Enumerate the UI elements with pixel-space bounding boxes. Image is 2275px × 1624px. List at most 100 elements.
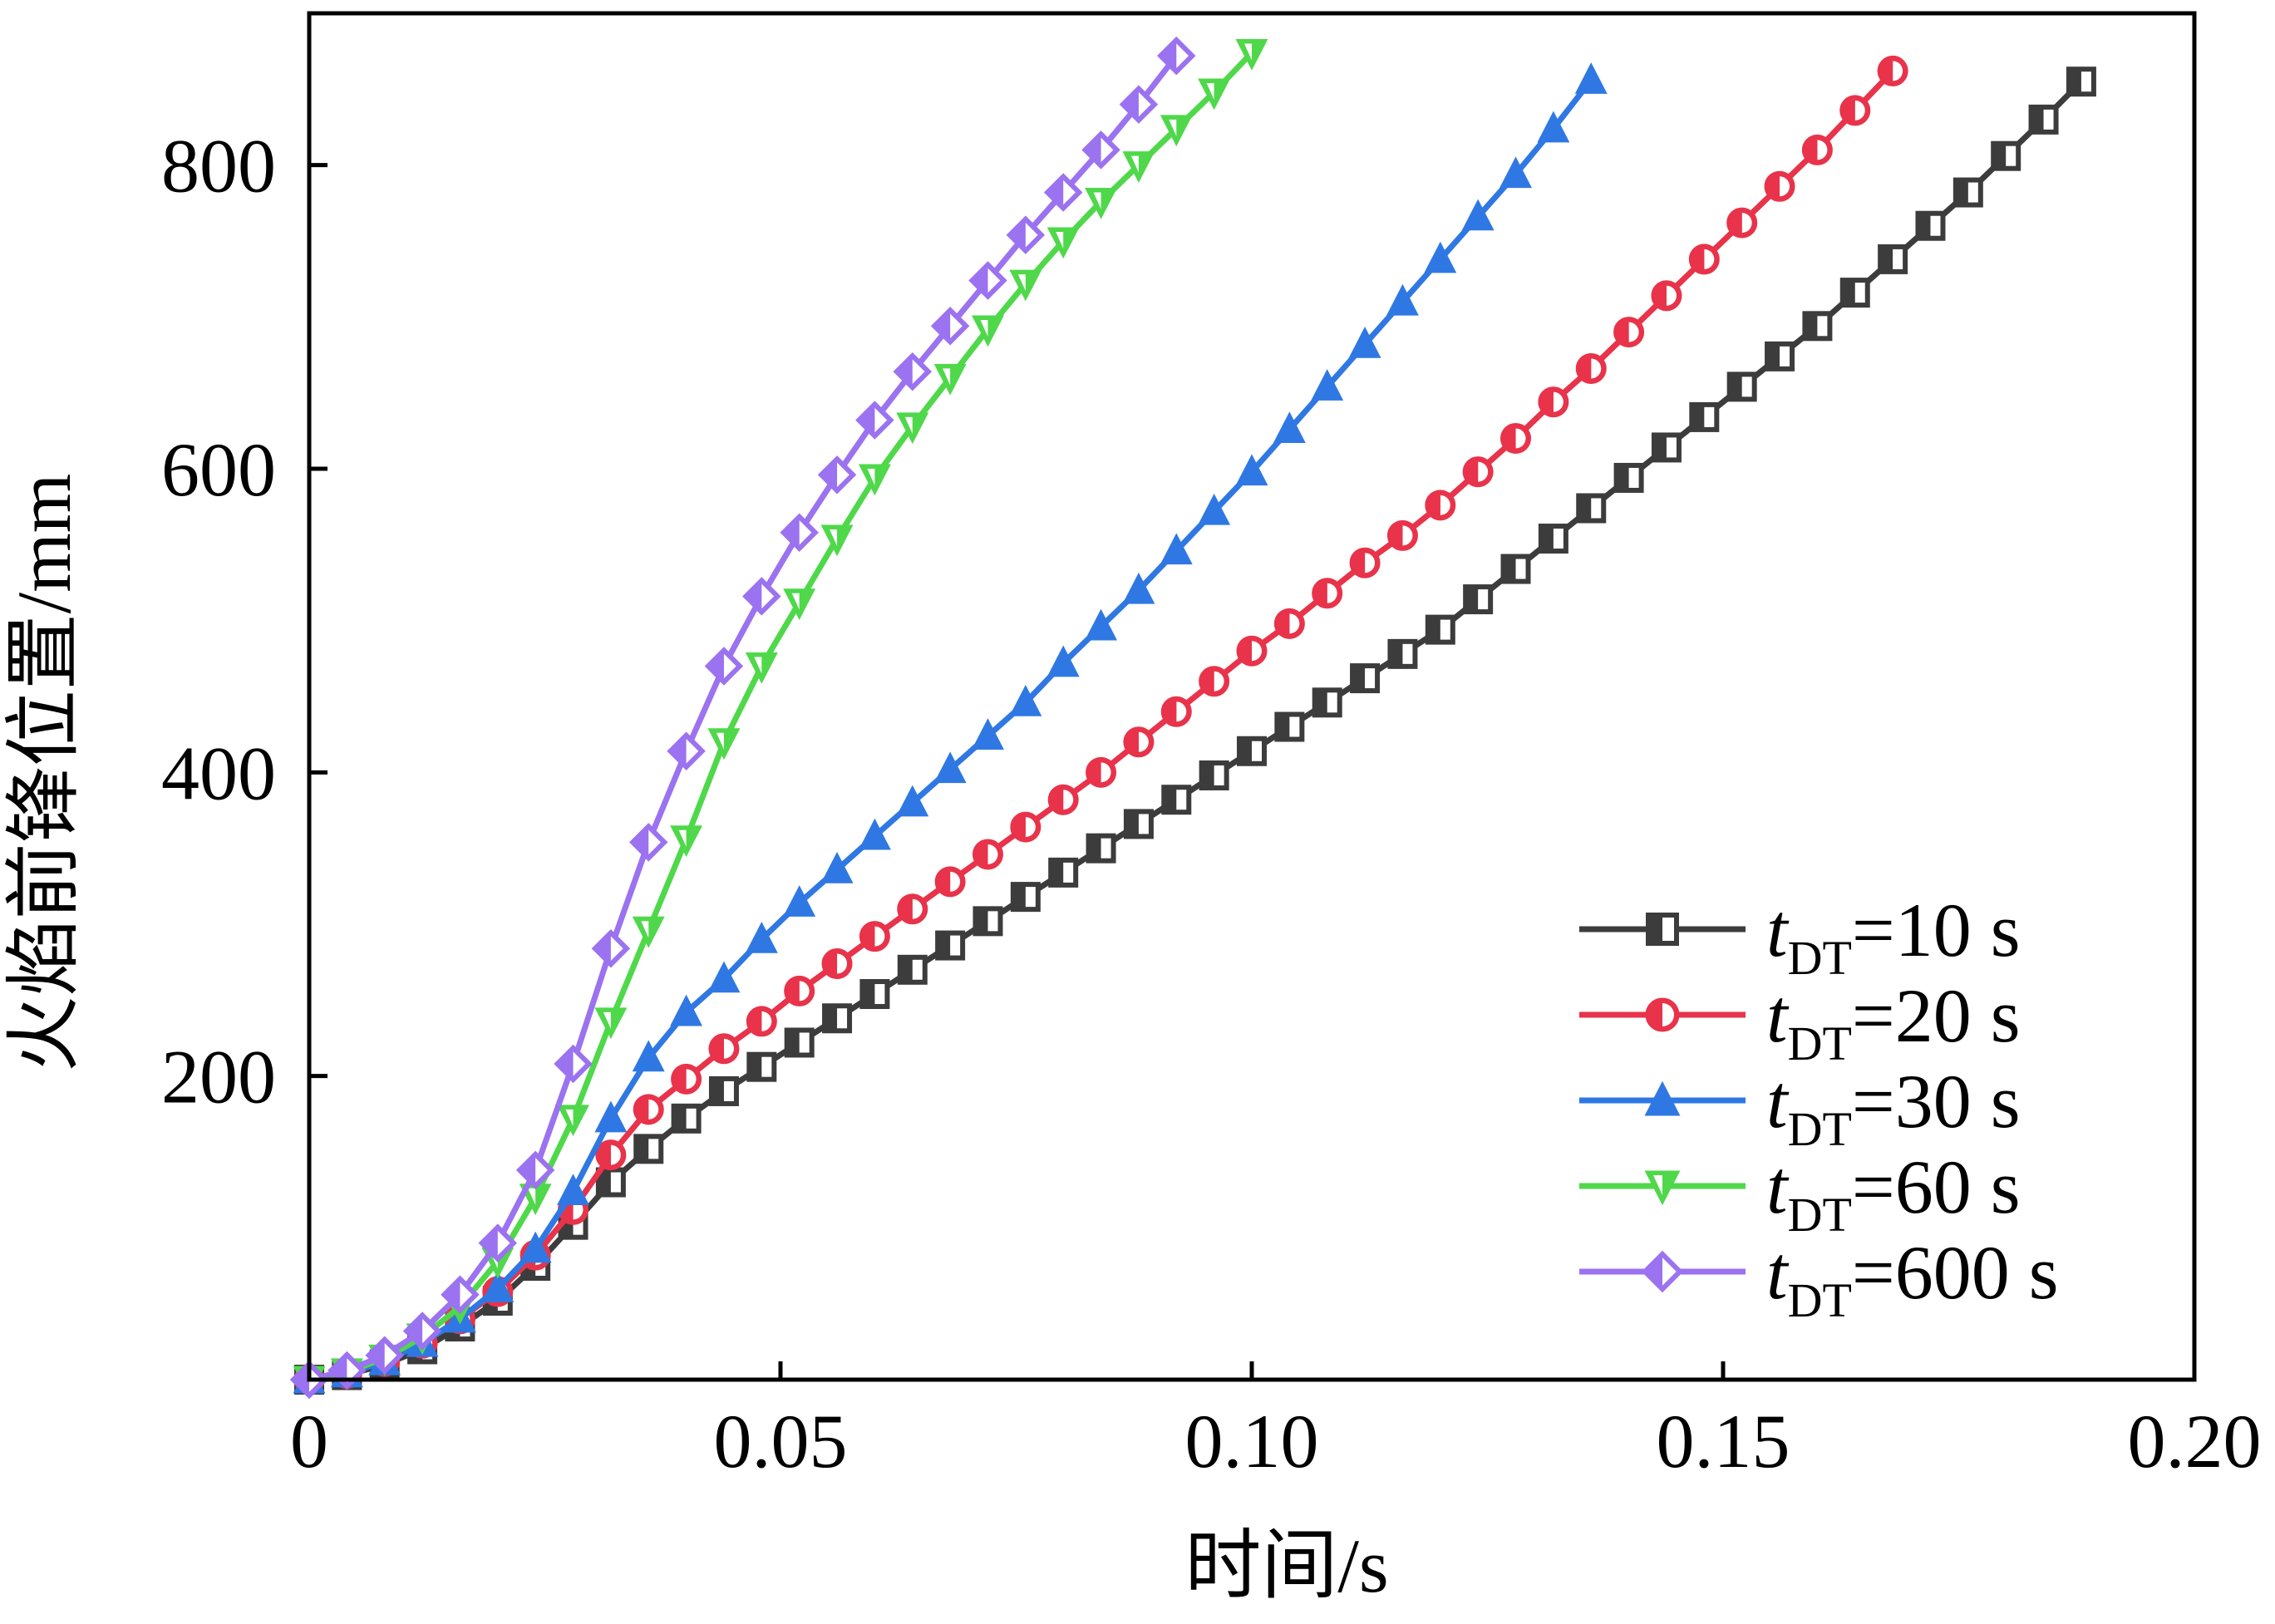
triangle-up-marker	[933, 751, 967, 784]
triangle-up-marker	[972, 718, 1004, 750]
circle-marker	[1538, 386, 1569, 418]
diamond-marker	[478, 1223, 518, 1262]
circle-marker	[859, 921, 890, 952]
y-tick-label: 800	[161, 124, 276, 209]
triangle-up-marker	[632, 1040, 665, 1072]
circle-marker	[1651, 280, 1682, 312]
diamond-marker	[930, 307, 970, 346]
circle-marker	[1425, 490, 1456, 521]
series-layer	[289, 36, 2096, 1400]
square-marker	[1500, 554, 1531, 584]
square-marker	[1878, 244, 1908, 274]
diamond-marker	[365, 1336, 404, 1375]
series-line	[308, 54, 1179, 1383]
circle-marker	[746, 1006, 777, 1037]
square-marker	[1991, 140, 2021, 171]
legend-label: tDT=30 s	[1766, 1059, 2021, 1156]
x-tick-label: 0.10	[1185, 1399, 1319, 1484]
diamond-marker	[817, 455, 857, 495]
circle-marker	[1386, 519, 1418, 551]
diamond-marker	[628, 823, 668, 862]
axes-layer: 0 0.05 0.10 0.15 0.20 200 400 600 800	[161, 11, 2262, 1484]
triangle-down-marker	[933, 363, 967, 396]
x-tick-label: 0.20	[2128, 1399, 2262, 1484]
y-tick-label: 400	[161, 731, 276, 815]
series-triangle-up	[293, 62, 1608, 1394]
triangle-down-marker	[670, 825, 703, 857]
triangle-up-marker	[481, 1271, 515, 1302]
square-marker	[1802, 311, 1833, 342]
legend-item: tDT=60 s	[1579, 1144, 2021, 1242]
circle-marker	[708, 1033, 740, 1065]
diamond-marker	[855, 401, 894, 440]
square-marker	[897, 954, 928, 985]
diamond-marker	[402, 1312, 442, 1351]
legend-label: tDT=60 s	[1766, 1144, 2021, 1242]
square-marker	[1689, 401, 1720, 432]
triangle-up-marker	[594, 1100, 628, 1133]
legend-item: tDT=20 s	[1579, 973, 2021, 1070]
series-line	[308, 51, 1254, 1383]
triangle-up-marker	[896, 785, 929, 817]
square-marker	[708, 1075, 739, 1106]
triangle-down-marker	[1122, 151, 1155, 183]
square-marker	[1613, 462, 1644, 493]
square-marker	[1312, 687, 1342, 718]
triangle-up-marker	[1499, 156, 1532, 189]
triangle-down-marker	[1085, 188, 1118, 219]
circle-marker	[1645, 997, 1680, 1032]
square-marker	[1010, 882, 1041, 913]
circle-marker	[1273, 608, 1305, 639]
square-marker	[2066, 66, 2096, 97]
triangle-up-marker	[1273, 411, 1306, 444]
triangle-down-marker	[972, 315, 1004, 347]
x-tick-label: 0.05	[714, 1399, 848, 1484]
circle-marker	[1613, 317, 1645, 348]
square-marker	[973, 906, 1003, 937]
circle-marker	[1086, 756, 1117, 788]
square-marker	[935, 930, 966, 961]
square-marker	[2028, 104, 2059, 135]
circle-marker	[1726, 207, 1758, 239]
circle-marker	[934, 866, 966, 898]
square-marker	[1538, 524, 1568, 554]
triangle-up-marker	[820, 851, 854, 883]
circle-marker	[1047, 784, 1079, 815]
triangle-down-marker	[594, 1007, 628, 1040]
diamond-marker	[1081, 130, 1120, 170]
diamond-marker	[968, 261, 1007, 300]
triangle-down-marker	[1160, 115, 1193, 147]
triangle-up-marker	[858, 818, 891, 850]
triangle-up-marker	[1009, 685, 1042, 716]
square-marker	[1387, 638, 1418, 669]
legend-item: tDT=600 s	[1579, 1230, 2059, 1327]
circle-marker	[1764, 170, 1795, 202]
circle-marker	[897, 893, 928, 925]
legend-label: tDT=20 s	[1766, 973, 2021, 1070]
diamond-marker	[1157, 36, 1196, 76]
triangle-up-marker	[1644, 1080, 1681, 1116]
triangle-up-marker	[707, 961, 741, 993]
square-marker	[1199, 760, 1229, 790]
legend-label: tDT=10 s	[1766, 888, 2021, 985]
square-marker	[1350, 663, 1381, 694]
triangle-down-marker	[1235, 38, 1268, 71]
square-marker	[784, 1027, 815, 1058]
circle-marker	[1160, 696, 1192, 727]
square-marker	[1161, 785, 1192, 815]
square-marker	[671, 1103, 702, 1134]
circle-marker	[1688, 244, 1720, 275]
triangle-down-marker	[858, 464, 891, 496]
square-marker	[595, 1167, 626, 1198]
series-triangle-down	[293, 38, 1268, 1398]
diamond-marker	[441, 1275, 480, 1314]
circle-marker	[1839, 95, 1871, 126]
diamond-marker	[1043, 173, 1083, 212]
triangle-up-marker	[1198, 493, 1231, 525]
series-line	[308, 78, 1594, 1383]
diamond-marker	[780, 513, 819, 552]
triangle-up-marker	[1122, 572, 1155, 604]
square-marker	[859, 979, 890, 1010]
square-marker	[1463, 584, 1494, 615]
